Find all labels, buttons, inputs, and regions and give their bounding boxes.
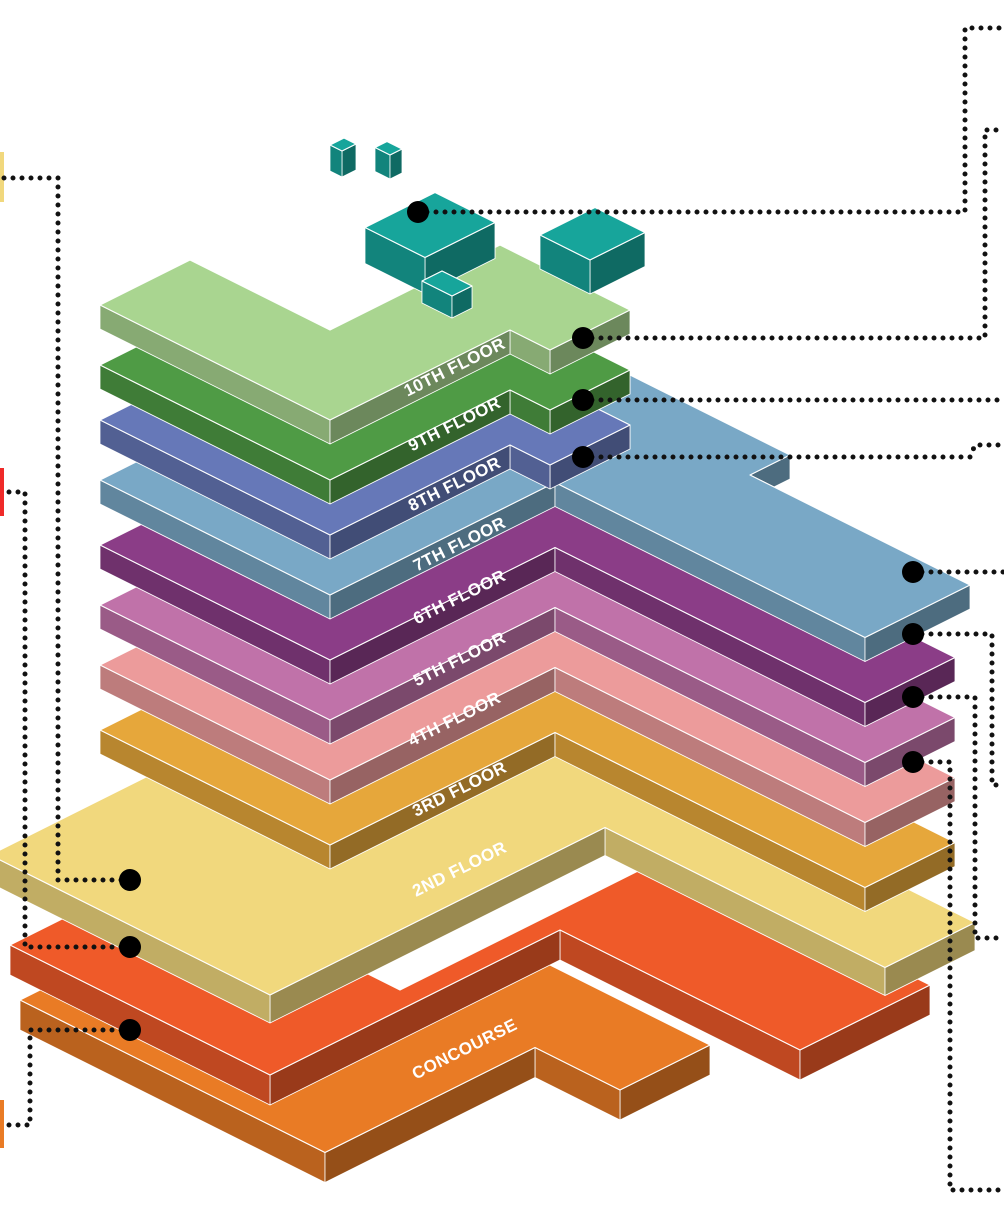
leader-dot — [572, 389, 594, 411]
leader-line — [910, 694, 1004, 941]
rooftop-block-top — [421, 270, 473, 297]
edge-marker — [0, 1100, 4, 1148]
leader-dot — [572, 327, 594, 349]
leaders — [0, 25, 1004, 1193]
leader-line — [0, 489, 133, 950]
leader-dot — [119, 1019, 141, 1041]
rooftop-block-top — [329, 137, 357, 152]
leader-dot — [902, 561, 924, 583]
rooftop-structures — [329, 137, 646, 319]
leader-line — [580, 127, 1004, 341]
leader-line — [910, 759, 1004, 1193]
leader-line — [910, 631, 1004, 788]
rooftop-block-top — [539, 206, 646, 261]
leader-dot — [572, 446, 594, 468]
edge-marker — [0, 468, 4, 516]
leader-line — [415, 25, 1004, 215]
leader-line — [580, 442, 1004, 460]
leader-dot — [407, 201, 429, 223]
leader-dot — [902, 623, 924, 645]
leader-line — [0, 175, 133, 883]
leader-dot — [119, 936, 141, 958]
leader-dot — [119, 869, 141, 891]
floor-slab-top — [99, 244, 631, 421]
rooftop-block-top — [374, 140, 403, 156]
leader-dot — [902, 751, 924, 773]
leader-dot — [902, 686, 924, 708]
